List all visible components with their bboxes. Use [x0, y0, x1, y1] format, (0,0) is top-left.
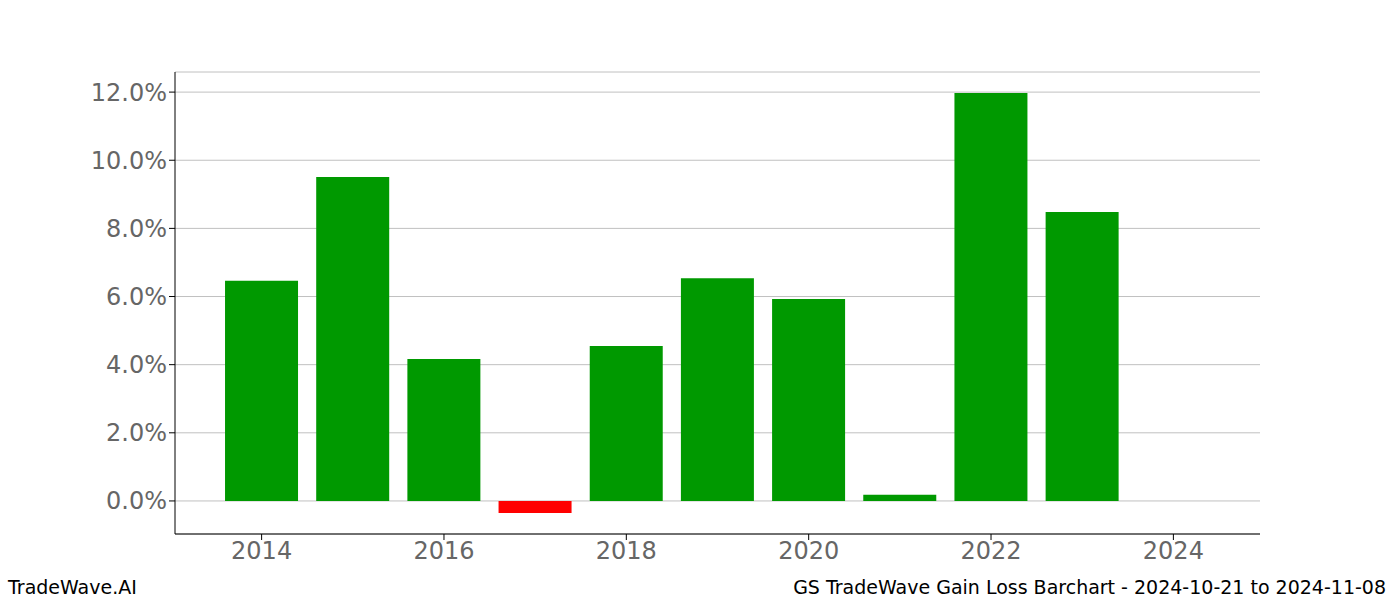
html-text:TradeWave.AI: TradeWave.AI: [8, 576, 137, 598]
svg-text:8.0%: 8.0%: [106, 215, 167, 243]
svg-text:2024: 2024: [1143, 537, 1204, 565]
svg-text:4.0%: 4.0%: [106, 351, 167, 379]
svg-text:6.0%: 6.0%: [106, 283, 167, 311]
svg-text:2018: 2018: [596, 537, 657, 565]
svg-text:2022: 2022: [960, 537, 1021, 565]
svg-text:2020: 2020: [778, 537, 839, 565]
svg-text:2014: 2014: [231, 537, 292, 565]
svg-text:2016: 2016: [413, 537, 474, 565]
svg-text:10.0%: 10.0%: [91, 147, 167, 175]
svg-text:12.0%: 12.0%: [91, 79, 167, 107]
svg-text:0.0%: 0.0%: [106, 487, 167, 515]
html-text:GS TradeWave Gain Loss Barchar: GS TradeWave Gain Loss Barchart - 2024-1…: [793, 576, 1386, 598]
svg-text:2.0%: 2.0%: [106, 419, 167, 447]
